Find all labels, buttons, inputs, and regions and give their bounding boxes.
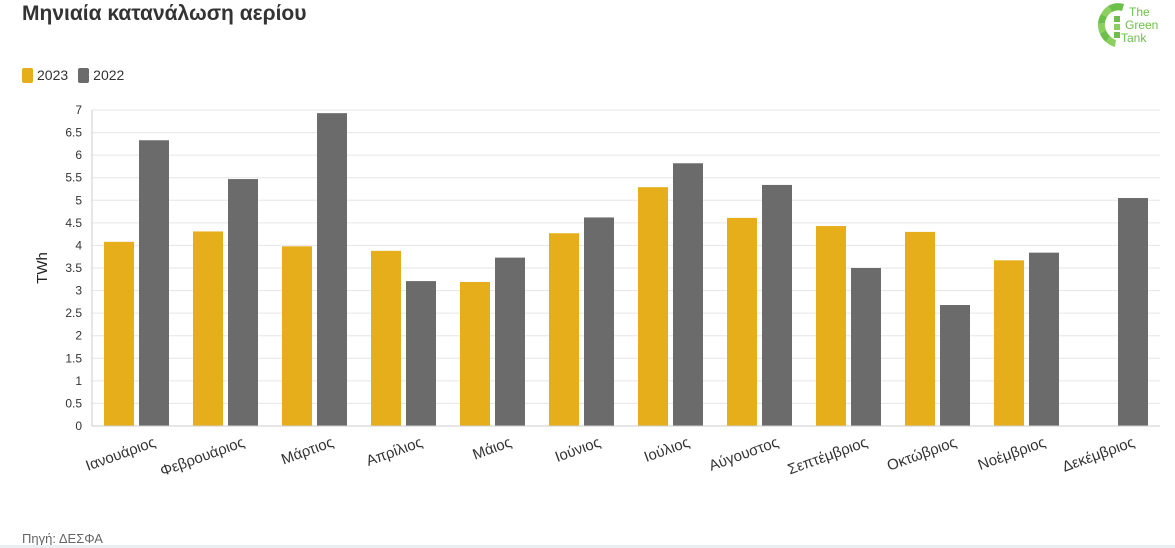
y-tick-label: 2	[75, 329, 82, 343]
legend-label-2023: 2023	[37, 67, 69, 83]
bar-2023-3	[282, 246, 312, 426]
y-tick-label: 4	[75, 238, 82, 252]
bar-2023-10	[905, 231, 935, 426]
bar-2022-3	[317, 113, 347, 426]
y-tick-label: 0	[75, 419, 82, 433]
bar-2022-2	[228, 179, 258, 426]
y-tick-label: 3	[75, 284, 82, 298]
source-note: Πηγή: ΔΕΣΦΑ	[22, 531, 103, 546]
x-tick-label: Σεπτέμβριος	[785, 434, 869, 479]
x-tick-label: Ιούνιος	[553, 434, 603, 466]
y-tick-label: 5	[75, 193, 82, 207]
x-tick-label: Μάιος	[470, 434, 513, 464]
bar-2023-6	[549, 233, 579, 426]
x-tick-label: Νοέμβριος	[976, 434, 1048, 474]
bar-2022-1	[139, 140, 169, 426]
chart-title: Μηνιαία κατανάλωση αερίου	[22, 2, 307, 25]
bar-2023-9	[816, 226, 846, 426]
bar-2022-10	[940, 305, 970, 426]
logo-text-2: Green	[1125, 18, 1158, 32]
bar-2023-1	[104, 241, 134, 426]
bar-2023-4	[371, 250, 401, 426]
x-tick-label: Δεκέμβριος	[1060, 434, 1137, 476]
logo-text-3: Tank	[1121, 31, 1147, 45]
legend-swatch-2022	[78, 67, 90, 83]
bar-2022-9	[851, 268, 881, 426]
x-tick-label: Απρίλιος	[364, 434, 425, 470]
x-tick-label: Μάρτιος	[279, 434, 336, 469]
x-tick-label: Ιανουάριος	[83, 434, 157, 475]
bar-2022-12	[1118, 198, 1148, 426]
bottom-divider	[0, 545, 1175, 548]
legend-item-2023[interactable]: 2023	[22, 67, 68, 83]
y-tick-label: 4.5	[65, 216, 82, 230]
y-tick-label: 1	[75, 374, 82, 388]
y-tick-label: 3.5	[65, 261, 82, 275]
y-tick-label: 1.5	[65, 351, 82, 365]
chart-legend: 2023 2022	[22, 67, 134, 83]
legend-label-2022: 2022	[93, 67, 125, 83]
y-axis-title: TWh	[34, 252, 51, 284]
logo-mark-icon	[1097, 3, 1124, 47]
y-tick-label: 2.5	[65, 306, 82, 320]
bar-2022-6	[584, 217, 614, 426]
y-tick-label: 6.5	[65, 126, 82, 140]
x-tick-label: Φεβρουάριος	[158, 434, 247, 480]
green-tank-logo: The Green Tank	[1097, 3, 1158, 47]
bar-2022-4	[406, 281, 436, 426]
legend-item-2022[interactable]: 2022	[78, 67, 124, 83]
y-tick-label: 7	[75, 103, 82, 117]
bar-2023-11	[994, 260, 1024, 426]
bar-2022-8	[762, 184, 792, 426]
x-tick-label: Ιούλιος	[642, 434, 692, 466]
bar-2022-7	[673, 163, 703, 427]
bar-2023-7	[638, 187, 668, 426]
bar-2022-5	[495, 257, 525, 426]
x-tick-label: Οκτώβριος	[885, 434, 959, 475]
bar-2022-11	[1029, 252, 1059, 426]
legend-swatch-2023	[22, 67, 33, 83]
bar-2023-8	[727, 217, 757, 426]
y-tick-label: 0.5	[65, 396, 82, 410]
x-tick-label: Αύγουστος	[707, 434, 781, 475]
y-tick-label: 5.5	[65, 171, 82, 185]
bar-2023-2	[193, 231, 223, 426]
bar-2023-5	[460, 281, 490, 426]
logo-text-1: The	[1129, 5, 1150, 19]
y-tick-label: 6	[75, 148, 82, 162]
